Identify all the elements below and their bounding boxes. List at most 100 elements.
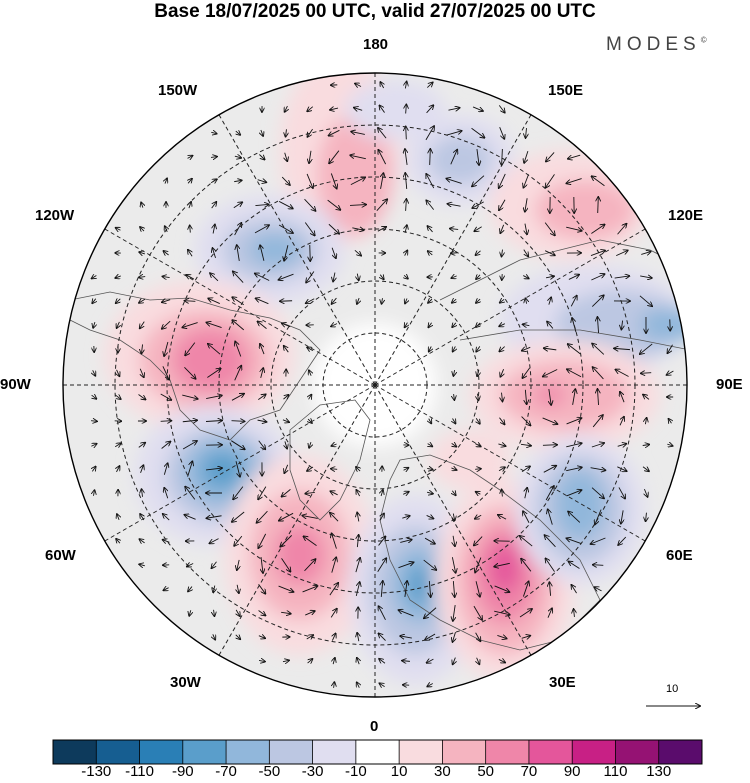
wind-vector <box>520 444 531 445</box>
wind-vector <box>453 605 455 621</box>
wind-vector <box>614 348 631 349</box>
colorbar-label: 10 <box>390 763 408 780</box>
wind-vector <box>233 486 244 500</box>
wind-vector <box>477 149 479 165</box>
wind-vector <box>592 415 603 428</box>
wind-vector <box>306 298 315 304</box>
wind-vector <box>381 490 383 497</box>
wind-vector <box>189 202 191 209</box>
wind-vector <box>211 561 217 568</box>
wind-vector <box>355 84 362 87</box>
wind-vector <box>258 584 266 593</box>
wind-vector <box>210 273 219 282</box>
colorbar <box>52 739 703 765</box>
wind-vector <box>116 466 119 473</box>
wind-vector <box>283 395 288 399</box>
map-title: Base 18/07/2025 00 UTC, valid 27/07/2025… <box>154 1 596 22</box>
wind-vector <box>406 199 407 211</box>
wind-vector <box>163 588 169 591</box>
wind-vector <box>474 226 482 231</box>
wind-vector <box>453 346 456 351</box>
wind-vector <box>502 490 503 497</box>
wind-vector <box>330 491 338 495</box>
wind-vector <box>475 581 480 597</box>
wind-vector <box>206 516 222 519</box>
anomaly-blob-35 <box>555 470 605 540</box>
wind-vector <box>405 581 407 597</box>
anomaly-blob-36 <box>430 430 510 490</box>
lon-label-180: 180 <box>363 36 389 53</box>
colorbar-label: -10 <box>345 763 367 780</box>
wind-vector <box>429 346 431 351</box>
wind-vector <box>116 539 120 543</box>
wind-vector <box>182 394 198 399</box>
lon-label-150e: 150E <box>548 82 584 99</box>
wind-vector <box>237 559 239 570</box>
wind-vector <box>261 557 263 573</box>
wind-vector <box>281 612 291 613</box>
wind-vector <box>494 562 510 566</box>
wind-vector <box>429 580 430 597</box>
wind-vector <box>545 558 555 572</box>
wind-vector <box>188 250 192 257</box>
wind-vector <box>330 609 337 618</box>
wind-vector <box>643 395 650 400</box>
wind-vector <box>446 179 462 184</box>
wind-vector <box>524 150 529 163</box>
wind-vector <box>475 557 482 573</box>
wind-vector <box>331 469 338 470</box>
wind-vector <box>427 684 433 687</box>
wind-vector <box>451 468 456 470</box>
wind-vector <box>406 127 407 140</box>
wind-vector <box>162 320 171 329</box>
wind-vector <box>141 344 142 353</box>
wind-vector <box>237 245 240 261</box>
wind-vector <box>380 275 384 280</box>
wind-vector <box>641 252 650 255</box>
wind-vector <box>428 251 433 255</box>
wind-vector <box>356 490 359 497</box>
wind-vector <box>331 247 336 258</box>
wind-vector <box>330 108 339 110</box>
wind-vector <box>379 105 385 113</box>
wind-vector <box>305 492 315 493</box>
wind-vector <box>234 366 242 381</box>
wind-vector <box>237 584 239 593</box>
wind-vector <box>258 660 265 661</box>
wind-vector <box>282 660 289 661</box>
wind-vector <box>355 558 360 573</box>
colorbar-swatch <box>399 740 443 764</box>
wind-vector <box>543 369 558 376</box>
wind-vector <box>405 323 408 328</box>
wind-vector <box>258 533 267 548</box>
wind-vector <box>573 389 576 405</box>
colorbar-swatch <box>269 740 314 764</box>
wind-vector <box>279 273 294 280</box>
wind-vector <box>234 156 241 158</box>
anomaly-blob-32 <box>490 543 520 593</box>
wind-vector <box>357 513 359 522</box>
wind-vector <box>566 490 582 497</box>
wind-vector <box>476 346 480 351</box>
wind-vector <box>377 558 387 572</box>
wind-vector <box>452 323 456 327</box>
wind-vector <box>231 394 244 401</box>
wind-vector <box>255 273 270 281</box>
wind-vector <box>186 275 195 280</box>
wind-vector <box>591 274 604 281</box>
wind-vector <box>214 609 215 616</box>
wind-vector <box>451 276 457 278</box>
wind-vector <box>494 585 510 592</box>
colorbar-label: -110 <box>125 763 154 780</box>
wind-vector <box>477 657 480 665</box>
wind-vector <box>498 659 505 662</box>
wind-vector <box>182 441 197 450</box>
wind-vector <box>141 202 143 208</box>
wind-vector <box>642 444 650 445</box>
colorbar-swatch <box>312 740 357 764</box>
wind-vector <box>231 440 244 450</box>
wind-vector <box>426 515 434 518</box>
wind-vector <box>328 223 339 234</box>
wind-vector <box>428 323 431 328</box>
wind-vector <box>590 468 606 471</box>
